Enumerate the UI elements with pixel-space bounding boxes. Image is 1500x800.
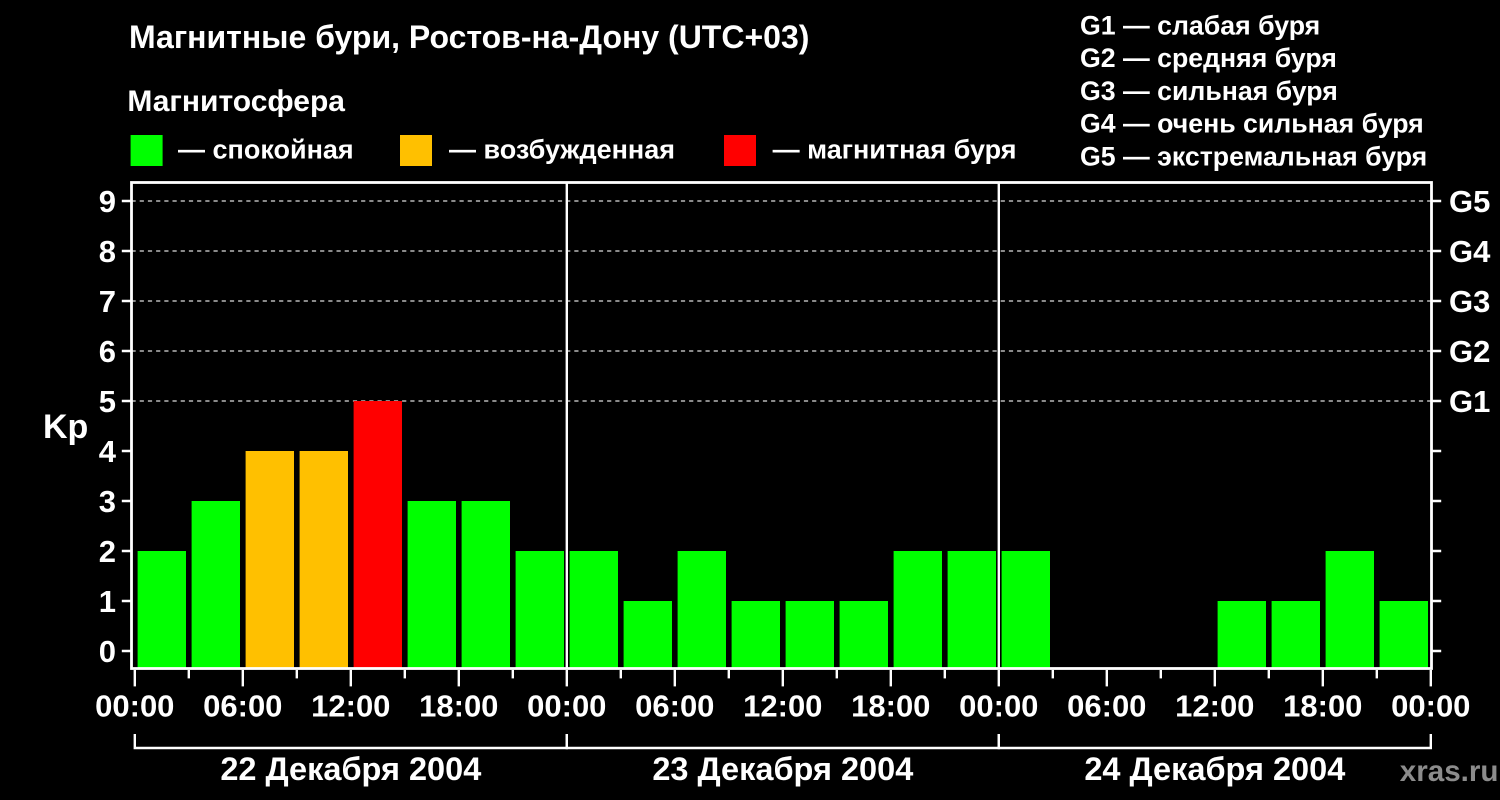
- svg-text:G2: G2: [1449, 334, 1490, 369]
- svg-text:23 Декабря 2004: 23 Декабря 2004: [652, 751, 913, 787]
- svg-text:G5 — экстремальная буря: G5 — экстремальная буря: [1080, 141, 1427, 171]
- svg-text:12:00: 12:00: [311, 689, 390, 724]
- svg-text:06:00: 06:00: [635, 689, 714, 724]
- svg-text:12:00: 12:00: [1175, 689, 1254, 724]
- svg-text:18:00: 18:00: [1283, 689, 1362, 724]
- svg-text:G4: G4: [1449, 234, 1491, 269]
- svg-text:24 Декабря 2004: 24 Декабря 2004: [1084, 751, 1345, 787]
- svg-text:— возбужденная: — возбужденная: [449, 135, 675, 165]
- svg-text:xras.ru: xras.ru: [1400, 755, 1499, 788]
- svg-text:Магнитосфера: Магнитосфера: [127, 85, 345, 118]
- svg-text:00:00: 00:00: [959, 689, 1038, 724]
- svg-text:18:00: 18:00: [419, 689, 498, 724]
- svg-text:G2 — средняя буря: G2 — средняя буря: [1080, 43, 1337, 73]
- svg-text:18:00: 18:00: [851, 689, 930, 724]
- svg-text:G3: G3: [1449, 284, 1490, 319]
- svg-text:G4 — очень сильная буря: G4 — очень сильная буря: [1080, 109, 1424, 139]
- svg-text:— магнитная буря: — магнитная буря: [773, 135, 1017, 165]
- svg-text:1: 1: [99, 584, 116, 619]
- svg-text:6: 6: [99, 334, 116, 369]
- svg-text:2: 2: [99, 534, 116, 569]
- svg-text:8: 8: [99, 234, 116, 269]
- svg-text:G1 — слабая буря: G1 — слабая буря: [1080, 11, 1320, 41]
- svg-text:3: 3: [99, 484, 116, 519]
- svg-text:0: 0: [99, 634, 116, 669]
- svg-text:5: 5: [99, 384, 116, 419]
- svg-text:00:00: 00:00: [1391, 689, 1470, 724]
- svg-text:12:00: 12:00: [743, 689, 822, 724]
- svg-text:G3 — сильная буря: G3 — сильная буря: [1080, 76, 1338, 106]
- svg-text:4: 4: [99, 434, 117, 469]
- svg-text:06:00: 06:00: [1067, 689, 1146, 724]
- svg-text:Kp: Kp: [43, 408, 88, 446]
- svg-text:00:00: 00:00: [95, 689, 174, 724]
- svg-text:7: 7: [99, 284, 116, 319]
- svg-text:22 Декабря 2004: 22 Декабря 2004: [220, 751, 481, 787]
- svg-text:9: 9: [99, 184, 116, 219]
- svg-text:— спокойная: — спокойная: [178, 135, 354, 165]
- svg-text:Магнитные бури, Ростов-на-Дону: Магнитные бури, Ростов-на-Дону (UTC+03): [129, 19, 809, 55]
- svg-text:G1: G1: [1449, 384, 1490, 419]
- svg-text:00:00: 00:00: [527, 689, 606, 724]
- svg-text:06:00: 06:00: [203, 689, 282, 724]
- svg-text:G5: G5: [1449, 184, 1490, 219]
